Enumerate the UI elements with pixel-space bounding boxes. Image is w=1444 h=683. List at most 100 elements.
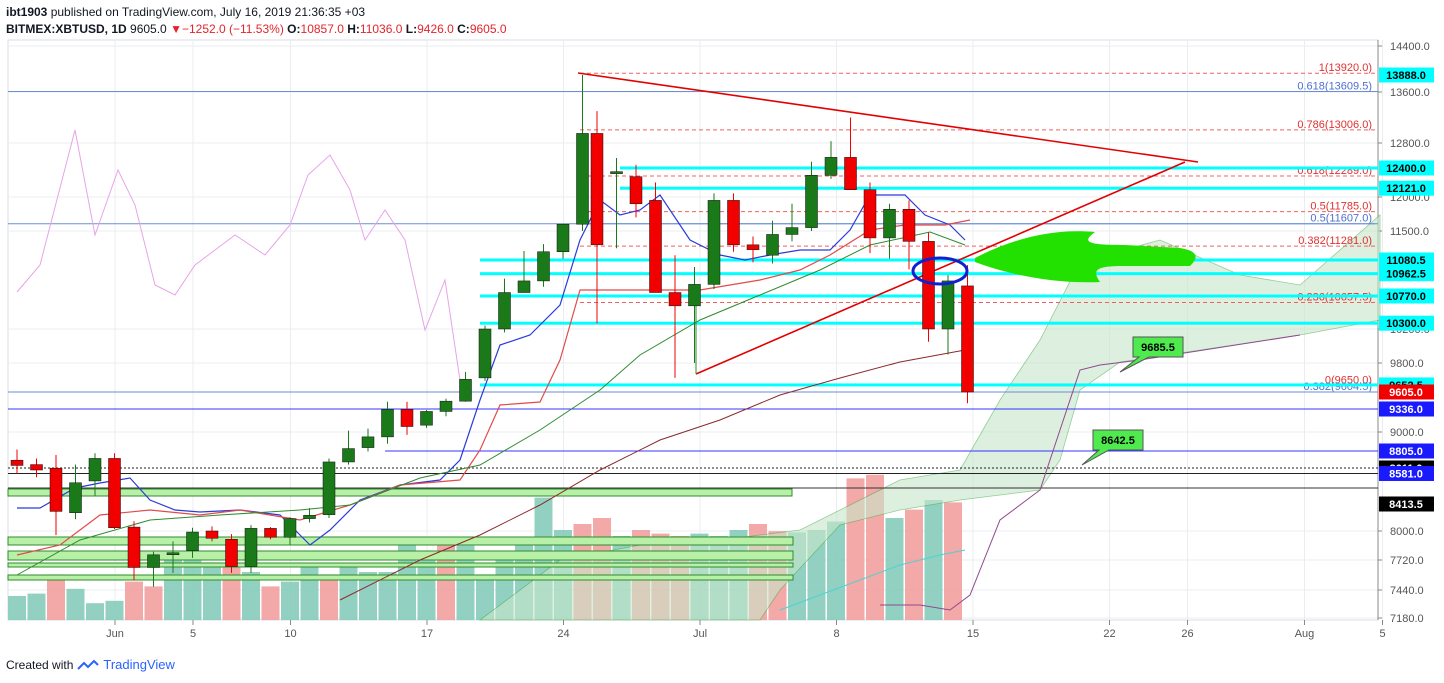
y-tick-label: 7720.0 — [1390, 555, 1424, 567]
candle-down[interactable] — [400, 409, 414, 427]
candle-up[interactable] — [322, 461, 336, 515]
candle-up[interactable] — [166, 552, 180, 555]
fib-level-label: 1(13920.0) — [1319, 62, 1372, 74]
candle-down[interactable] — [649, 200, 662, 293]
candle-up[interactable] — [303, 515, 316, 519]
price-axis-badge-label: 13888.0 — [1386, 70, 1426, 82]
candle-up[interactable] — [478, 328, 492, 379]
volume-bar — [398, 543, 416, 620]
x-tick-label: 5 — [190, 628, 196, 640]
candle-up[interactable] — [283, 518, 297, 538]
fib-level-label: 0.618(13609.5) — [1297, 80, 1372, 92]
candle-down[interactable] — [225, 539, 238, 567]
fib-level-label: 0.382(11281.0) — [1298, 235, 1372, 247]
x-tick-label: 10 — [284, 628, 296, 640]
high-value: 11036.0 — [359, 22, 403, 36]
candle-up[interactable] — [883, 208, 896, 239]
demand-zone — [7, 488, 793, 497]
candle-down[interactable] — [590, 133, 604, 246]
demand-zone — [7, 562, 794, 568]
volume-bar — [125, 581, 143, 620]
price-axis-badge-label: 9605.0 — [1389, 387, 1423, 399]
candle-up[interactable] — [941, 280, 955, 330]
y-tick-label: 12800.0 — [1390, 138, 1430, 150]
candle-up[interactable] — [88, 458, 102, 482]
tradingview-brand[interactable]: TradingView — [103, 657, 175, 672]
candle-up[interactable] — [459, 379, 472, 402]
cyan-zone-line — [620, 186, 1378, 190]
candle-down[interactable] — [902, 208, 916, 242]
candle-down[interactable] — [108, 458, 121, 528]
volume-bar — [827, 521, 845, 620]
x-tick-label: 26 — [1181, 628, 1193, 640]
price-axis-badge-label: 12121.0 — [1386, 183, 1426, 195]
candle-up[interactable] — [147, 554, 160, 568]
price-axis-badge-label: 9336.0 — [1389, 404, 1423, 416]
candle-up[interactable] — [707, 200, 721, 285]
volume-bar — [905, 509, 923, 620]
candle-up[interactable] — [556, 223, 570, 252]
x-tick-label: 24 — [557, 628, 569, 640]
candle-down[interactable] — [127, 526, 141, 568]
candle-down[interactable] — [205, 530, 219, 539]
candle-up[interactable] — [186, 531, 199, 551]
candle-up[interactable] — [805, 175, 818, 228]
candle-down[interactable] — [922, 241, 935, 330]
tradingview-logo-icon — [77, 659, 100, 670]
candle-up[interactable] — [785, 227, 799, 235]
candle-down[interactable] — [961, 285, 974, 393]
price-callout — [1081, 429, 1144, 466]
candle-up[interactable] — [361, 436, 375, 448]
cyan-zone-line — [480, 383, 1378, 387]
fib-level-label: 0.236(10657.5) — [1297, 292, 1372, 304]
price-axis-badge-label: 10962.5 — [1386, 269, 1426, 281]
candle-down[interactable] — [10, 459, 24, 466]
candle-up[interactable] — [381, 409, 394, 438]
cyan-zone-line — [620, 166, 1378, 170]
green-arrow-icon — [975, 231, 1196, 283]
candle-down[interactable] — [264, 528, 277, 538]
candle-up[interactable] — [498, 292, 511, 330]
candle-up[interactable] — [517, 280, 531, 293]
volume-bar — [164, 552, 182, 620]
candle-up[interactable] — [537, 251, 550, 282]
demand-zone — [7, 574, 794, 581]
trend-line-lower — [695, 161, 1186, 375]
fib-level-label: 0.5(11785.0) — [1310, 201, 1372, 213]
candle-up[interactable] — [766, 234, 779, 256]
candle-up[interactable] — [824, 157, 838, 176]
open-value: 10857.0 — [300, 22, 344, 36]
y-tick-label: 11500.0 — [1390, 226, 1429, 238]
volume-bar — [476, 574, 494, 620]
volume-bar — [320, 574, 338, 620]
candle-down[interactable] — [49, 467, 63, 512]
candle-down[interactable] — [863, 189, 877, 239]
volume-bar — [144, 586, 163, 620]
price-change: −1252.0 (−11.53%) — [181, 22, 284, 36]
candle-up[interactable] — [342, 448, 355, 463]
candle-down[interactable] — [844, 157, 857, 190]
candle-up[interactable] — [244, 528, 258, 567]
candle-up[interactable] — [610, 171, 623, 174]
candle-up[interactable] — [576, 133, 589, 225]
candle-up[interactable] — [420, 411, 433, 426]
candle-down[interactable] — [727, 200, 740, 246]
candle-down[interactable] — [746, 244, 760, 250]
x-tick-label: Jun — [106, 628, 124, 640]
y-tick-label: 8000.0 — [1390, 526, 1424, 538]
created-with-text: Created with — [6, 657, 74, 672]
candle-up[interactable] — [688, 284, 701, 307]
low-value: 9426.0 — [417, 22, 454, 36]
candle-down[interactable] — [629, 176, 643, 205]
candle-up[interactable] — [439, 400, 453, 412]
price-axis-badge — [1379, 465, 1434, 481]
kijun-line — [16, 219, 971, 556]
candle-down[interactable] — [30, 464, 43, 471]
volume-bar — [203, 562, 221, 620]
price-axis-badge-label: 11080.5 — [1386, 255, 1425, 267]
candle-up[interactable] — [69, 482, 82, 513]
price-axis-badge — [1379, 401, 1434, 417]
candle-down[interactable] — [668, 292, 682, 307]
author-name[interactable]: ibt1903 — [6, 5, 48, 19]
